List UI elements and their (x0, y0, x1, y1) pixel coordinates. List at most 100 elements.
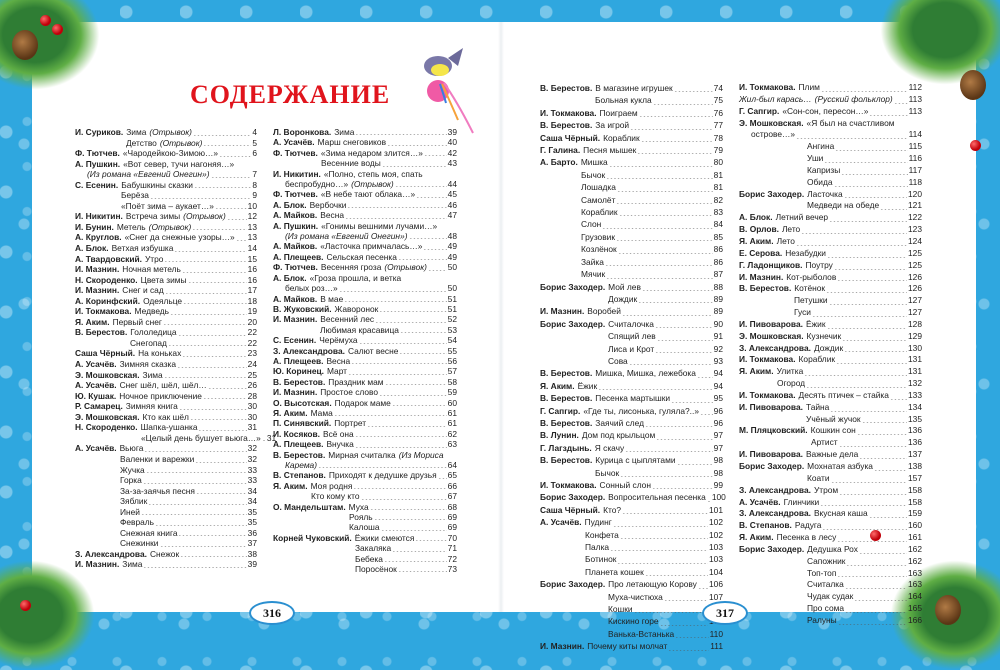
toc-entry[interactable]: З. Александрова. Утром 158 (739, 485, 922, 497)
toc-entry[interactable]: Медведи на обеде 121 (739, 200, 922, 212)
toc-entry[interactable]: И. Мазнин. Кот-рыболов 126 (739, 272, 922, 284)
toc-entry[interactable]: И. Мазнин. Зима 39 (75, 559, 257, 570)
toc-entry[interactable]: Детство (Отрывок) 5 (75, 138, 257, 149)
toc-entry[interactable]: А. Майков. «Ласточка примчалась…» 49 (273, 241, 457, 251)
toc-entry[interactable]: И. Пивоварова. Тайна 134 (739, 402, 922, 414)
toc-entry[interactable]: С. Есенин. Черёмуха 54 (273, 335, 457, 345)
toc-entry[interactable]: С. Есенин. Бабушкины сказки 8 (75, 180, 257, 191)
toc-entry[interactable]: Коати 157 (739, 473, 922, 485)
toc-entry[interactable]: И. Токмакова. Десять птичек – стайка 133 (739, 390, 922, 402)
toc-entry[interactable]: Я. Аким. Ёжик 94 (540, 380, 723, 392)
toc-entry[interactable]: Ангина 115 (739, 141, 922, 153)
toc-entry[interactable]: Снежная книга 36 (75, 528, 257, 539)
toc-entry[interactable]: Э. Мошковская. Зима 25 (75, 370, 257, 381)
toc-entry[interactable]: О. Мандельштам. Муха 68 (273, 502, 457, 512)
toc-entry[interactable]: Палка 103 (540, 541, 723, 553)
toc-entry[interactable]: И. Никитин. Встреча зимы (Отрывок) 12 (75, 211, 257, 222)
toc-entry[interactable]: Гуси 127 (739, 307, 922, 319)
toc-entry[interactable]: Самолёт 82 (540, 194, 723, 206)
toc-entry[interactable]: Бебека 72 (273, 554, 457, 564)
toc-entry[interactable]: Зяблик 34 (75, 496, 257, 507)
toc-entry[interactable]: Г. Ладонщиков. Поутру 125 (739, 260, 922, 272)
toc-entry[interactable]: А. Плещеев. Внучка 63 (273, 439, 457, 449)
toc-entry[interactable]: З. Александрова. Вкусная каша 159 (739, 508, 922, 520)
toc-entry[interactable]: А. Усачёв. Вьюга 32 (75, 443, 257, 454)
toc-entry[interactable]: Г. Лагздынь. Я скачу 97 (540, 442, 723, 454)
toc-entry[interactable]: И. Мазнин. Снег и сад 17 (75, 285, 257, 296)
toc-entry[interactable]: Саша Чёрный. Кто? 101 (540, 504, 723, 516)
toc-entry[interactable]: И. Токмакова. Поиграем 76 (540, 107, 723, 119)
toc-entry[interactable]: Я. Аким. Моя родня 66 (273, 481, 457, 491)
toc-entry[interactable]: А. Плещеев. Сельская песенка 49 (273, 252, 457, 262)
toc-entry[interactable]: А. Усачёв. Снег шёл, шёл, шёл… 26 (75, 380, 257, 391)
toc-entry[interactable]: Рояль 69 (273, 512, 457, 522)
toc-entry[interactable]: Э. Мошковская. «Я был на счастливом (739, 118, 922, 130)
toc-entry[interactable]: В. Берестов. Заячий след 96 (540, 417, 723, 429)
toc-entry[interactable]: З. Александрова. Салют весне 55 (273, 346, 457, 356)
toc-entry[interactable]: Н. Скороденко. Шапка-ушанка 31 (75, 422, 257, 433)
toc-entry[interactable]: В. Берестов. Мирная считалка (Из Мориса (273, 450, 457, 460)
toc-entry[interactable]: И. Мазнин. Почему киты молчат 111 (540, 640, 723, 652)
toc-entry[interactable]: И. Суриков. Зима (Отрывок) 4 (75, 127, 257, 138)
toc-entry[interactable]: Грузовик 85 (540, 231, 723, 243)
toc-entry[interactable]: «Поёт зима – аукает…» 10 (75, 201, 257, 212)
toc-entry[interactable]: А. Усачёв. Пудинг 102 (540, 516, 723, 528)
toc-entry[interactable]: И. Токмакова. Медведь 19 (75, 306, 257, 317)
toc-entry[interactable]: А. Блок. «Гроза прошла, и ветка (273, 273, 457, 283)
toc-entry[interactable]: В. Степанов. Радуга 160 (739, 520, 922, 532)
toc-entry[interactable]: А. Круглов. «Снег да снежные узоры…» 13 (75, 232, 257, 243)
toc-entry[interactable]: Обида 118 (739, 177, 922, 189)
toc-entry[interactable]: А. Пушкин. «Вот север, тучи нагоняя…» (75, 159, 257, 170)
toc-entry[interactable]: Горка 33 (75, 475, 257, 486)
toc-entry[interactable]: Борис Заходер. Ласточка 120 (739, 189, 922, 201)
toc-entry[interactable]: А. Усачёв. Марш снеговиков 40 (273, 137, 457, 147)
toc-entry[interactable]: В. Лунин. Дом под крыльцом 97 (540, 429, 723, 441)
toc-entry[interactable]: Спящий лев 91 (540, 330, 723, 342)
toc-entry[interactable]: Дождик 89 (540, 293, 723, 305)
toc-entry[interactable]: В. Берестов. Гололедица 22 (75, 327, 257, 338)
toc-entry[interactable]: Бычок 81 (540, 169, 723, 181)
toc-entry[interactable]: Слон 84 (540, 218, 723, 230)
toc-entry[interactable]: Э. Мошковская. Кто как шёл 30 (75, 412, 257, 423)
toc-entry[interactable]: Артист 136 (739, 437, 922, 449)
toc-entry[interactable]: Г. Сапгир. «Где ты, лисонька, гуляла?..» 9… (540, 405, 723, 417)
toc-entry[interactable]: Ф. Тютчев. «Зима недаром злится…» 42 (273, 148, 457, 158)
toc-entry[interactable]: Я. Аким. Песенка в лесу 161 (739, 532, 922, 544)
toc-entry[interactable]: Сапожник 162 (739, 556, 922, 568)
toc-entry[interactable]: Кискино горе109 (540, 615, 723, 627)
toc-entry[interactable]: Бычок 98 (540, 467, 723, 479)
toc-entry[interactable]: Ралуны 166 (739, 615, 922, 627)
toc-entry[interactable]: И. Токмакова. Сонный слон 99 (540, 479, 723, 491)
toc-entry[interactable]: А. Блок. Вербочки 46 (273, 200, 457, 210)
toc-entry[interactable]: А. Пушкин. «Гонимы вешними лучами…» (273, 221, 457, 231)
toc-entry[interactable]: Борис Заходер. Мой лев 88 (540, 281, 723, 293)
toc-entry[interactable]: Огород 132 (739, 378, 922, 390)
toc-entry[interactable]: Борис Заходер. Считалочка 90 (540, 318, 723, 330)
toc-entry[interactable]: Я. Аким. Лето 124 (739, 236, 922, 248)
toc-entry[interactable]: И. Мазнин. Простое слово 59 (273, 387, 457, 397)
toc-entry[interactable]: З. Александрова. Дождик 130 (739, 343, 922, 355)
toc-entry[interactable]: И. Пивоварова. Ёжик 128 (739, 319, 922, 331)
toc-entry[interactable]: Борис Заходер. Мохнатая азбука 138 (739, 461, 922, 473)
toc-entry[interactable]: Петушки 127 (739, 295, 922, 307)
toc-entry[interactable]: А. Усачёв. Глинчики 158 (739, 497, 922, 509)
toc-entry[interactable]: Лошадка 81 (540, 181, 723, 193)
toc-entry[interactable]: В. Берестов. В магазине игрушек 74 (540, 82, 723, 94)
toc-entry[interactable]: В. Берестов. За игрой 77 (540, 119, 723, 131)
toc-entry[interactable]: Снежинки 37 (75, 538, 257, 549)
toc-entry[interactable]: В. Орлов. Лето 123 (739, 224, 922, 236)
toc-entry[interactable]: Берёза 9 (75, 190, 257, 201)
toc-entry[interactable]: Я. Аким. Улитка 131 (739, 366, 922, 378)
toc-entry[interactable]: «Целый день бушует вьюга…» 31 (75, 433, 276, 444)
toc-entry[interactable]: А. Плещеев. Весна 56 (273, 356, 457, 366)
toc-entry[interactable]: М. Пляцковский. Кошкин сон 136 (739, 425, 922, 437)
toc-entry[interactable]: В. Жуковский. Жаворонок 51 (273, 304, 457, 314)
toc-entry[interactable]: Калоша 69 (273, 522, 457, 532)
toc-entry[interactable]: И. Косяков. Всё она 62 (273, 429, 457, 439)
toc-entry[interactable]: Муха-чистюха 107 (540, 591, 723, 603)
toc-entry[interactable]: В. Берестов. Курица с цыплятами 98 (540, 454, 723, 466)
toc-entry[interactable]: И. Токмакова. Плим 112 (739, 82, 922, 94)
toc-entry[interactable]: Иней 35 (75, 507, 257, 518)
toc-entry[interactable]: Н. Скороденко. Цвета зимы 16 (75, 275, 257, 286)
toc-entry[interactable]: И. Токмакова. Кораблик 131 (739, 354, 922, 366)
